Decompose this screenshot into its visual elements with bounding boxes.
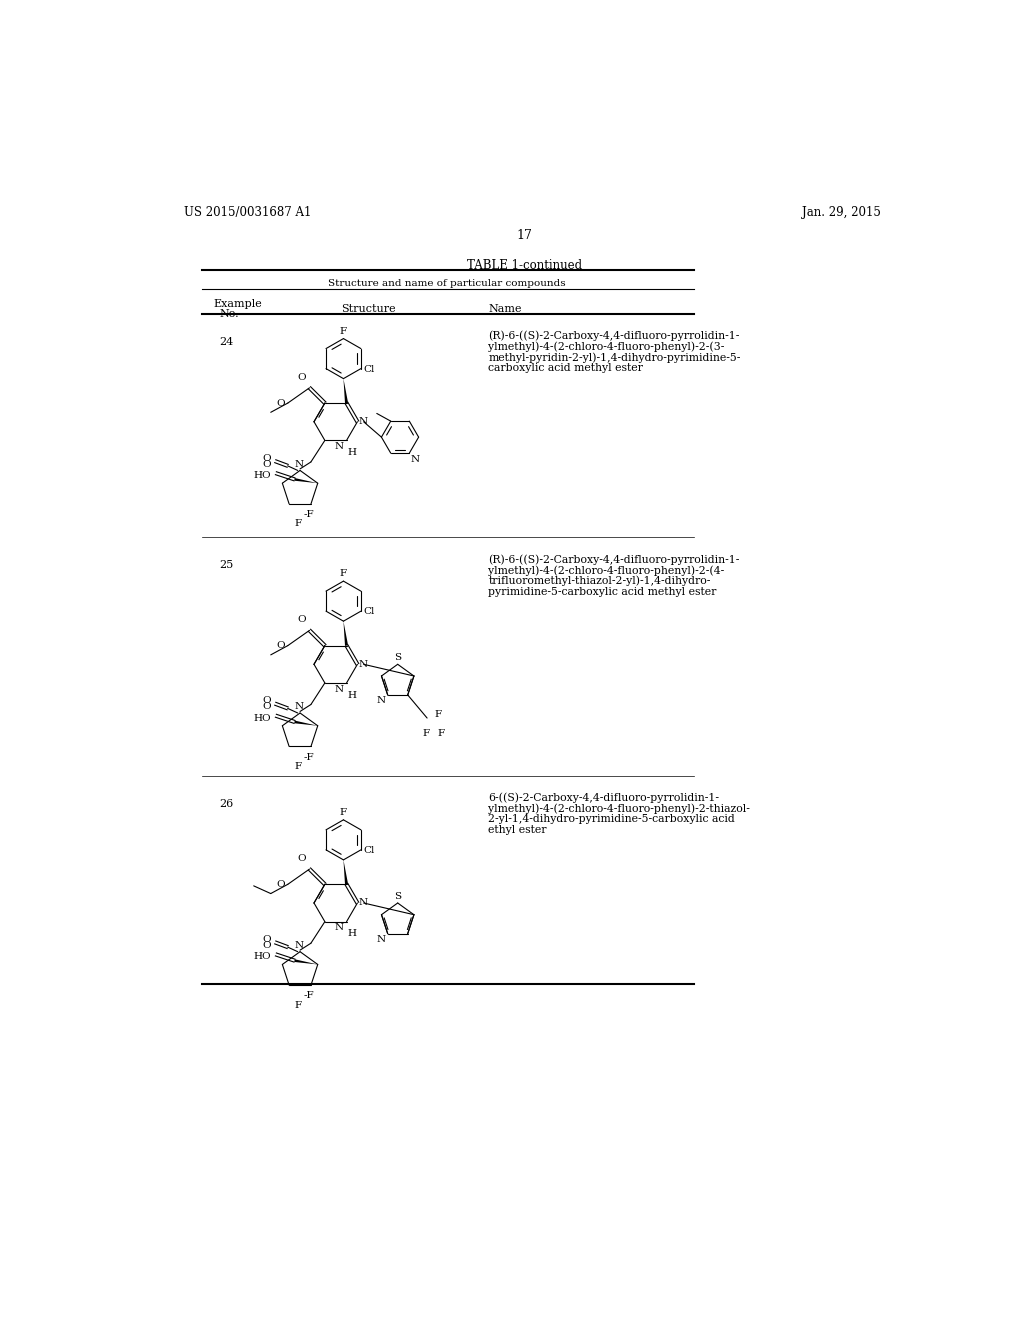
Text: F: F [435,710,442,719]
Text: O: O [262,696,270,705]
Text: S: S [394,892,401,900]
Text: H: H [347,929,356,939]
Text: 24: 24 [219,337,233,347]
Text: F: F [422,729,429,738]
Text: Example: Example [213,298,262,309]
Text: pyrimidine-5-carboxylic acid methyl ester: pyrimidine-5-carboxylic acid methyl este… [488,586,717,597]
Text: -F: -F [303,991,313,1001]
Text: 6-((S)-2-Carboxy-4,4-difluoro-pyrrolidin-1-: 6-((S)-2-Carboxy-4,4-difluoro-pyrrolidin… [488,793,720,804]
Text: ethyl ester: ethyl ester [488,825,547,836]
Text: N: N [295,702,304,711]
Text: O: O [262,459,271,469]
Text: trifluoromethyl-thiazol-2-yl)-1,4-dihydro-: trifluoromethyl-thiazol-2-yl)-1,4-dihydr… [488,576,711,586]
Polygon shape [294,960,317,965]
Text: Structure: Structure [341,304,395,314]
Text: N: N [377,697,386,705]
Text: ylmethyl)-4-(2-chloro-4-fluoro-phenyl)-2-(3-: ylmethyl)-4-(2-chloro-4-fluoro-phenyl)-2… [488,342,725,352]
Text: F: F [340,808,347,817]
Text: ylmethyl)-4-(2-chloro-4-fluoro-phenyl)-2-thiazol-: ylmethyl)-4-(2-chloro-4-fluoro-phenyl)-2… [488,804,751,814]
Text: Jan. 29, 2015: Jan. 29, 2015 [802,206,881,219]
Text: -F: -F [303,752,313,762]
Text: N: N [410,454,419,463]
Text: N: N [359,899,368,907]
Text: Name: Name [488,304,522,314]
Text: F: F [295,519,302,528]
Text: O: O [262,935,270,944]
Text: N: N [295,459,304,469]
Text: HO: HO [254,952,271,961]
Text: N: N [334,442,343,451]
Text: Cl: Cl [364,846,375,855]
Text: F: F [438,729,445,738]
Polygon shape [294,478,317,483]
Text: O: O [262,702,271,711]
Text: N: N [334,685,343,693]
Text: methyl-pyridin-2-yl)-1,4-dihydro-pyrimidine-5-: methyl-pyridin-2-yl)-1,4-dihydro-pyrimid… [488,352,740,363]
Text: TABLE 1-continued: TABLE 1-continued [467,259,583,272]
Text: H: H [347,690,356,700]
Text: (R)-6-((S)-2-Carboxy-4,4-difluoro-pyrrolidin-1-: (R)-6-((S)-2-Carboxy-4,4-difluoro-pyrrol… [488,554,739,565]
Text: HO: HO [254,714,271,722]
Polygon shape [343,622,348,645]
Text: O: O [276,880,286,888]
Text: HO: HO [254,471,271,480]
Text: O: O [298,372,306,381]
Text: O: O [262,454,270,462]
Text: O: O [276,642,286,651]
Text: N: N [359,660,368,669]
Text: O: O [298,615,306,624]
Text: No.: No. [219,309,239,319]
Text: F: F [340,326,347,335]
Text: -F: -F [303,510,313,519]
Text: F: F [340,569,347,578]
Text: (R)-6-((S)-2-Carboxy-4,4-difluoro-pyrrolidin-1-: (R)-6-((S)-2-Carboxy-4,4-difluoro-pyrrol… [488,331,739,342]
Text: 17: 17 [517,230,532,243]
Text: O: O [262,941,271,950]
Text: 2-yl-1,4-dihydro-pyrimidine-5-carboxylic acid: 2-yl-1,4-dihydro-pyrimidine-5-carboxylic… [488,814,735,825]
Text: O: O [298,854,306,863]
Text: N: N [334,923,343,932]
Text: N: N [377,935,386,944]
Text: F: F [295,1001,302,1010]
Text: Cl: Cl [364,364,375,374]
Polygon shape [343,859,348,884]
Text: 26: 26 [219,799,233,809]
Text: O: O [276,399,286,408]
Text: ylmethyl)-4-(2-chloro-4-fluoro-phenyl)-2-(4-: ylmethyl)-4-(2-chloro-4-fluoro-phenyl)-2… [488,565,725,576]
Text: F: F [295,762,302,771]
Text: S: S [394,653,401,663]
Polygon shape [343,379,348,404]
Text: 25: 25 [219,561,233,570]
Text: US 2015/0031687 A1: US 2015/0031687 A1 [183,206,311,219]
Text: N: N [359,417,368,426]
Text: Cl: Cl [364,607,375,616]
Text: H: H [347,447,356,457]
Text: Structure and name of particular compounds: Structure and name of particular compoun… [329,280,566,288]
Text: carboxylic acid methyl ester: carboxylic acid methyl ester [488,363,643,374]
Text: N: N [295,941,304,950]
Polygon shape [294,721,317,726]
